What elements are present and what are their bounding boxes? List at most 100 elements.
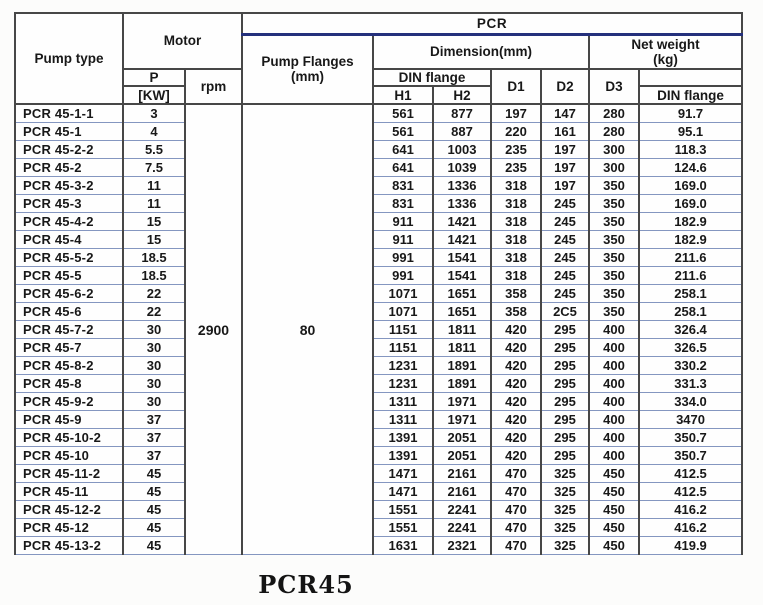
header-row-pcr: Pump type Motor PCR — [14, 11, 744, 106]
cell-h1: 1391 — [372, 428, 434, 448]
cell-d3: 400 — [588, 446, 640, 466]
cell-h1: 1071 — [372, 302, 434, 322]
cell-d1: 420 — [490, 374, 542, 394]
cell-d2: 295 — [540, 374, 590, 394]
cell-h1: 1311 — [372, 392, 434, 412]
cell-weight: 416.2 — [637, 518, 744, 538]
cell-d1: 318 — [490, 230, 542, 250]
cell-d3: 400 — [588, 392, 640, 412]
cell-d2: 2C5 — [540, 302, 590, 322]
cell-d1: 420 — [490, 338, 542, 358]
header-pump-type: Pump type — [14, 11, 124, 106]
table-row: PCR 45-4 15 911 1421 318 245 350 182.9 — [14, 230, 744, 250]
cell-d3: 350 — [588, 302, 640, 322]
table-header: Pump type Motor PCR Pump Flanges (mm) Di… — [14, 11, 744, 106]
cell-d3: 350 — [588, 284, 640, 304]
cell-p-kw: 30 — [122, 374, 186, 394]
cell-rpm-merged: 2900 — [184, 103, 243, 556]
table-row: PCR 45-1 4 561 887 220 161 280 95.1 — [14, 122, 744, 142]
cell-weight: 211.6 — [637, 248, 744, 268]
cell-d2: 295 — [540, 428, 590, 448]
cell-weight: 95.1 — [637, 122, 744, 142]
header-d2: D2 — [540, 67, 590, 106]
cell-p-kw: 45 — [122, 518, 186, 538]
cell-weight: 211.6 — [637, 266, 744, 286]
cell-h1: 1391 — [372, 446, 434, 466]
table-row: PCR 45-12-2 45 1551 2241 470 325 450 416.2 — [14, 500, 744, 520]
cell-d3: 280 — [588, 103, 640, 124]
cell-pump-type: PCR 45-5-2 — [14, 248, 124, 268]
cell-h2: 2051 — [432, 446, 492, 466]
table-row: PCR 45-11 45 1471 2161 470 325 450 412.5 — [14, 482, 744, 502]
cell-d2: 197 — [540, 158, 590, 178]
cell-h2: 1811 — [432, 338, 492, 358]
cell-d3: 450 — [588, 518, 640, 538]
cell-h2: 1651 — [432, 284, 492, 304]
cell-pump-type: PCR 45-8-2 — [14, 356, 124, 376]
table-row: PCR 45-6-2 22 1071 1651 358 245 350 258.1 — [14, 284, 744, 304]
cell-h2: 2051 — [432, 428, 492, 448]
header-dimension: Dimension(mm) — [372, 33, 590, 70]
table-row: PCR 45-4-2 15 911 1421 318 245 350 182.9 — [14, 212, 744, 232]
cell-d2: 147 — [540, 103, 590, 124]
cell-h2: 1541 — [432, 266, 492, 286]
cell-d1: 470 — [490, 482, 542, 502]
cell-h2: 1811 — [432, 320, 492, 340]
cell-h1: 911 — [372, 212, 434, 232]
cell-p-kw: 18.5 — [122, 248, 186, 268]
cell-d3: 350 — [588, 266, 640, 286]
cell-d2: 245 — [540, 194, 590, 214]
cell-weight: 182.9 — [637, 212, 744, 232]
cell-pump-type: PCR 45-2-2 — [14, 140, 124, 160]
table-row: PCR 45-7-2 30 1151 1811 420 295 400 326.4 — [14, 320, 744, 340]
cell-h2: 1421 — [432, 212, 492, 232]
cell-weight: 334.0 — [637, 392, 744, 412]
cell-pump-type: PCR 45-9-2 — [14, 392, 124, 412]
cell-p-kw: 30 — [122, 392, 186, 412]
table-row: PCR 45-2-2 5.5 641 1003 235 197 300 118.3 — [14, 140, 744, 160]
cell-d3: 300 — [588, 140, 640, 160]
cell-h2: 1003 — [432, 140, 492, 160]
cell-weight: 91.7 — [637, 103, 744, 124]
cell-d3: 350 — [588, 248, 640, 268]
cell-pump-type: PCR 45-6-2 — [14, 284, 124, 304]
cell-d1: 318 — [490, 248, 542, 268]
header-rpm: rpm — [184, 67, 243, 106]
cell-d1: 220 — [490, 122, 542, 142]
cell-h2: 2161 — [432, 482, 492, 502]
cell-p-kw: 45 — [122, 536, 186, 556]
header-net-weight-din-flange: DIN flange — [637, 85, 744, 106]
cell-h2: 1336 — [432, 194, 492, 214]
cell-h2: 1891 — [432, 374, 492, 394]
header-din-flange: DIN flange — [372, 67, 492, 88]
table-row: PCR 45-8 30 1231 1891 420 295 400 331.3 — [14, 374, 744, 394]
cell-d1: 235 — [490, 140, 542, 160]
cell-h2: 1336 — [432, 176, 492, 196]
cell-weight: 258.1 — [637, 284, 744, 304]
cell-d3: 450 — [588, 482, 640, 502]
cell-weight: 412.5 — [637, 482, 744, 502]
cell-pump-type: PCR 45-11-2 — [14, 464, 124, 484]
cell-p-kw: 22 — [122, 284, 186, 304]
cell-d3: 350 — [588, 230, 640, 250]
cell-h1: 1231 — [372, 356, 434, 376]
cell-d1: 420 — [490, 428, 542, 448]
cell-pump-type: PCR 45-3 — [14, 194, 124, 214]
cell-h2: 1421 — [432, 230, 492, 250]
cell-d1: 235 — [490, 158, 542, 178]
cell-d2: 325 — [540, 482, 590, 502]
cell-d2: 295 — [540, 320, 590, 340]
cell-d1: 470 — [490, 500, 542, 520]
cell-d3: 350 — [588, 176, 640, 196]
header-net-weight-line2: (kg) — [653, 51, 678, 67]
cell-h2: 2241 — [432, 518, 492, 538]
cell-d3: 450 — [588, 536, 640, 556]
header-pump-flanges-line1: Pump Flanges — [261, 54, 354, 70]
cell-weight: 350.7 — [637, 446, 744, 466]
header-h2: H2 — [432, 85, 492, 106]
cell-pump-type: PCR 45-1 — [14, 122, 124, 142]
cell-d2: 245 — [540, 266, 590, 286]
cell-d1: 318 — [490, 176, 542, 196]
cell-d2: 325 — [540, 500, 590, 520]
cell-pump-type: PCR 45-4-2 — [14, 212, 124, 232]
